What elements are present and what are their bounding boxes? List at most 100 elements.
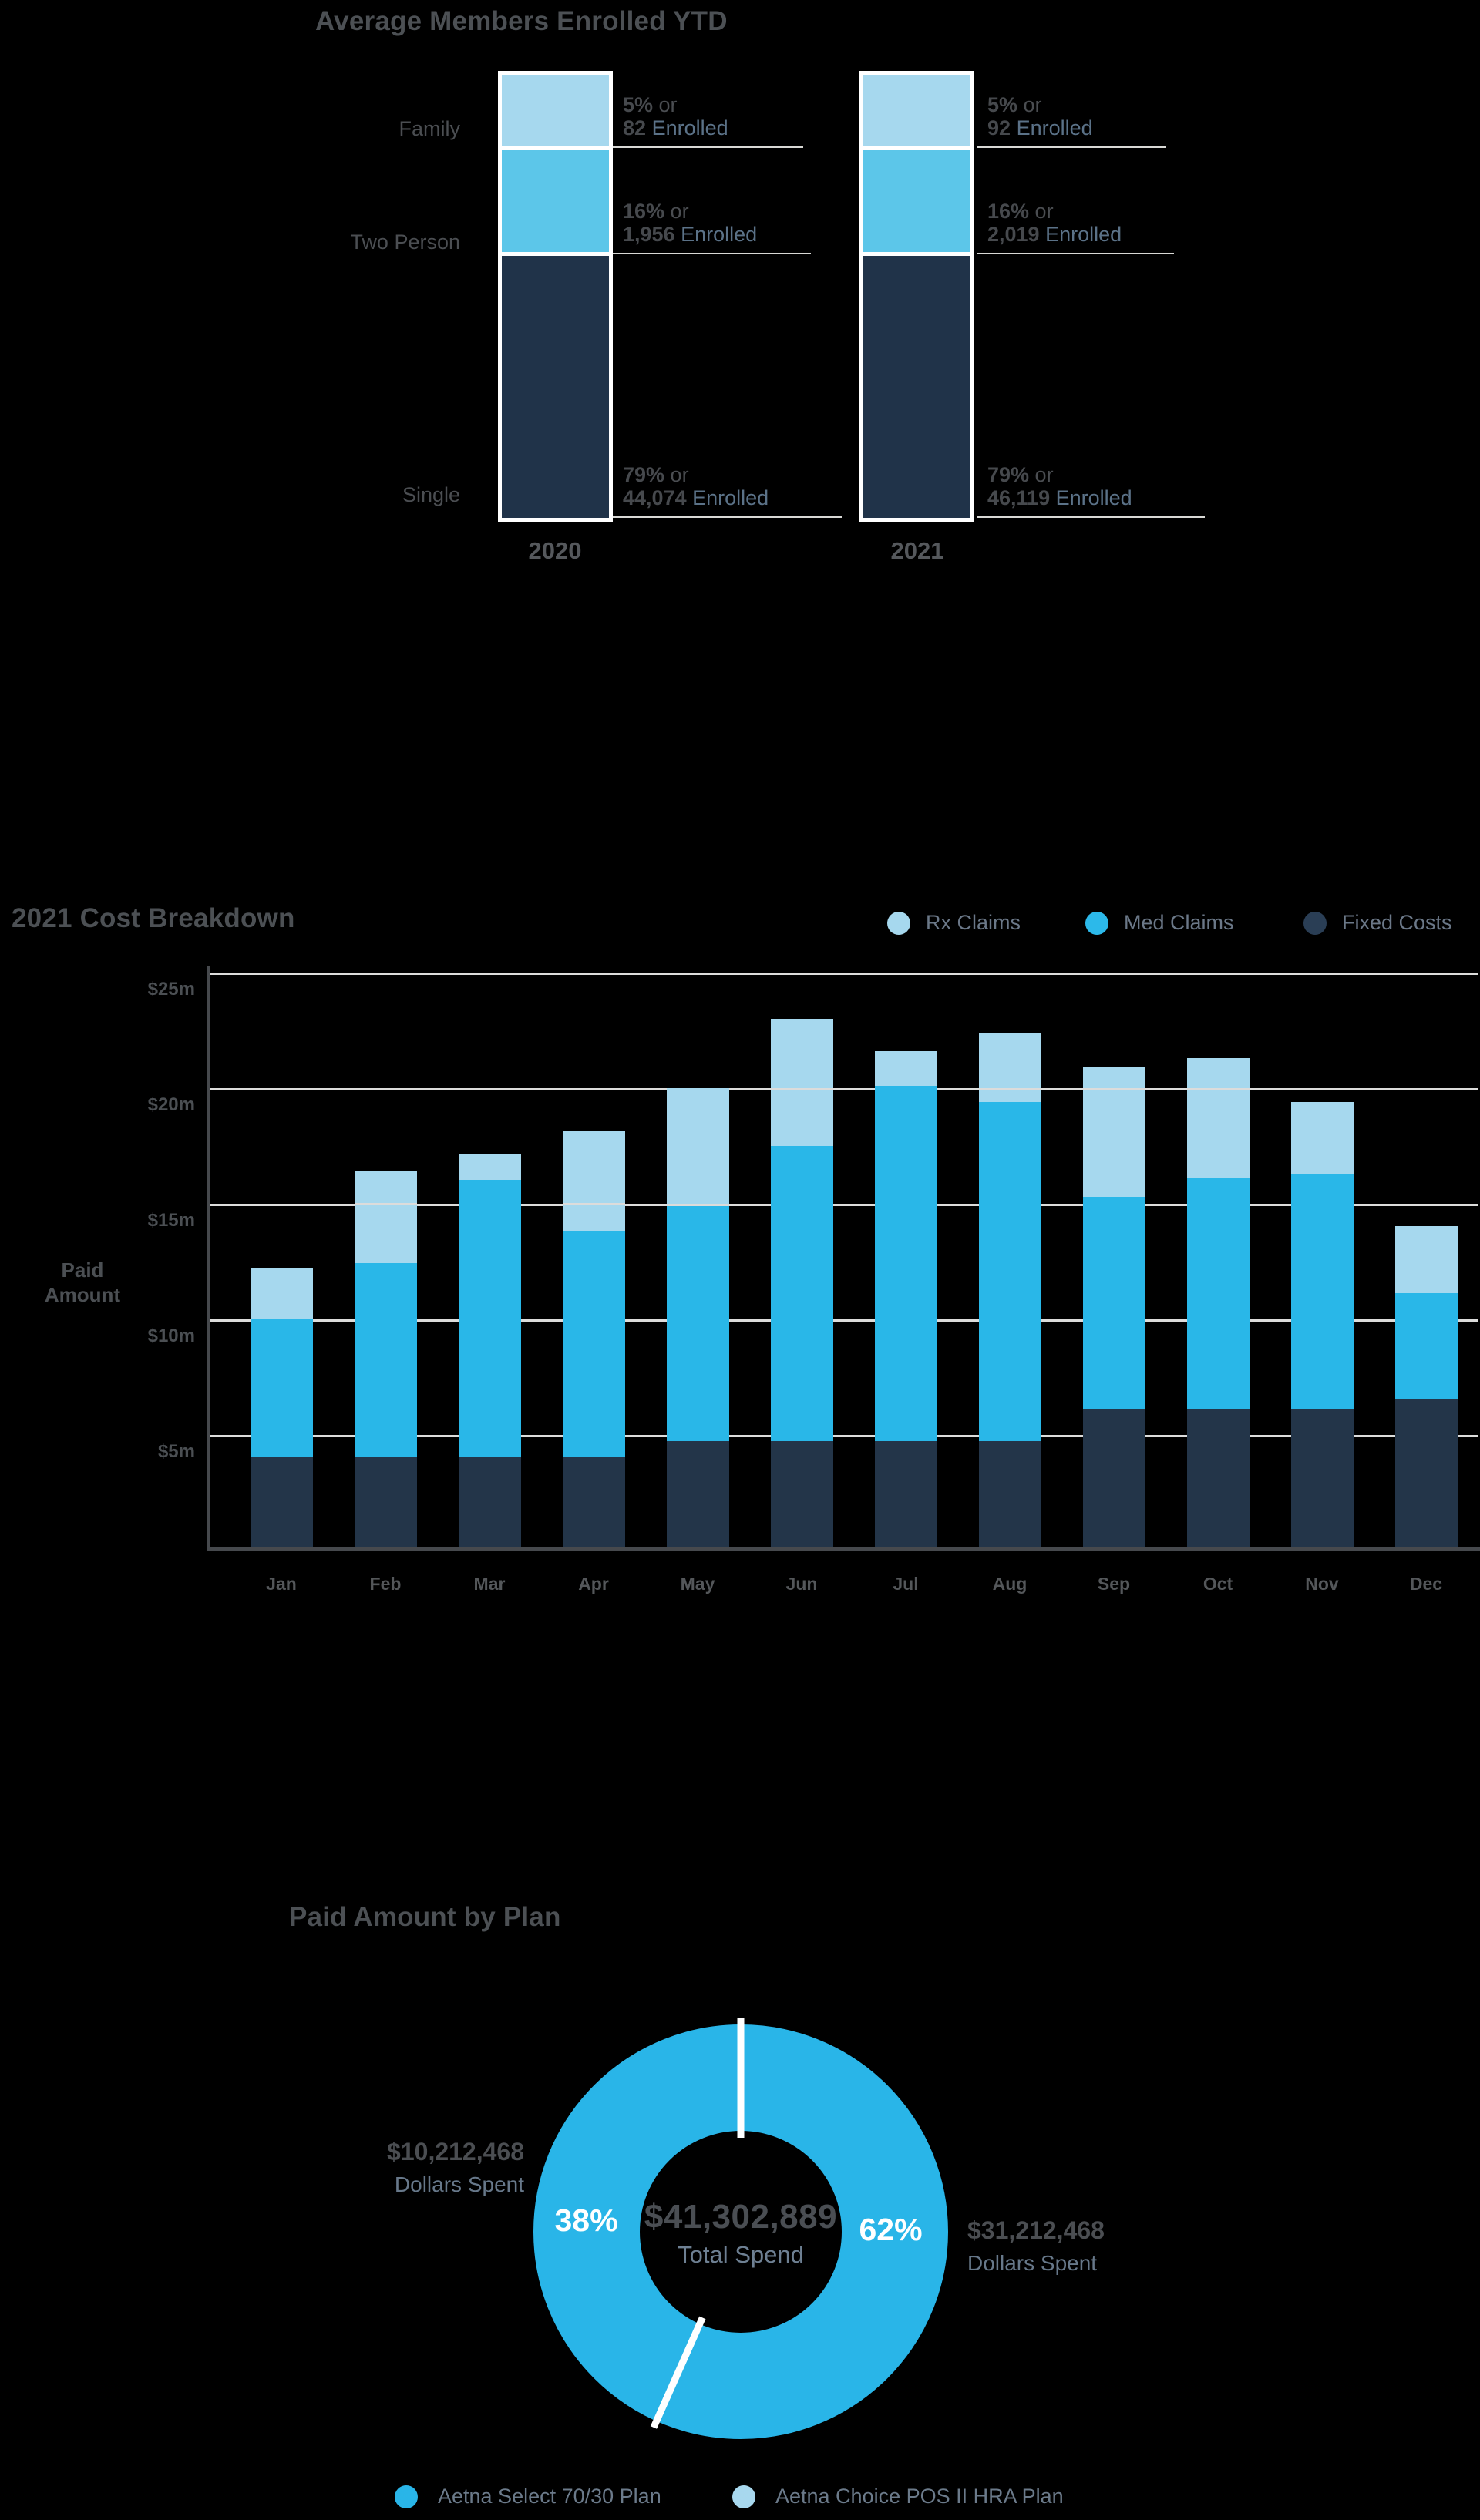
legend-label: Aetna Select 70/30 Plan <box>438 2485 661 2508</box>
y-tick-label: $25m <box>147 979 195 1000</box>
rx-claims-dot-icon <box>887 911 910 935</box>
segment-fixed-costs <box>355 1456 417 1549</box>
segment-rx-claims <box>355 1171 417 1263</box>
segment-rx-claims <box>563 1131 625 1231</box>
cost-bar-Aug <box>979 1033 1041 1550</box>
enrollment-callout-count: 82 Enrolled <box>623 116 728 139</box>
segment-med-claims <box>459 1179 521 1457</box>
enrollment-callout-rule <box>977 146 1166 148</box>
x-tick-label-Jul: Jul <box>893 1574 919 1594</box>
gridline-overlay <box>1187 1087 1250 1090</box>
enrollment-callout-rule <box>613 146 803 148</box>
x-tick-label-Nov: Nov <box>1305 1574 1339 1594</box>
enrollment-callout-pct: 16% or <box>623 200 689 223</box>
segment-med-claims <box>1395 1292 1458 1399</box>
enrollment-callout-pct: 5% or <box>987 93 1042 116</box>
segment-rx-claims <box>1187 1058 1250 1178</box>
x-tick-label-Oct: Oct <box>1202 1574 1233 1594</box>
enrollment-bar-2020 <box>498 71 613 522</box>
y-tick-label: $10m <box>147 1326 195 1346</box>
enrollment-segment-family <box>863 75 970 146</box>
segment-fixed-costs <box>459 1456 521 1549</box>
gridline-$20m <box>210 1088 1478 1090</box>
cost-bar-Dec <box>1395 1226 1458 1549</box>
cost-bar-Sep <box>1083 1067 1145 1550</box>
right-slice-callout: $31,212,468 Dollars Spent <box>967 2216 1229 2276</box>
enrollment-callout-pct: 79% or <box>623 463 689 486</box>
legend-item-fixed-costs: Fixed Costs <box>1303 911 1452 935</box>
segment-rx-claims <box>875 1051 937 1086</box>
segment-med-claims <box>251 1318 313 1457</box>
left-slice-amount: $10,212,468 <box>387 2138 524 2166</box>
segment-rx-claims <box>771 1019 833 1146</box>
cost-bar-Jun <box>771 1019 833 1550</box>
donut-gap-boundary <box>650 2316 706 2429</box>
enrollment-category-label: Two Person <box>350 230 460 254</box>
cost-bar-Apr <box>563 1131 625 1549</box>
legend-item-aetna-choice: Aetna Choice POS II HRA Plan <box>732 2485 1064 2508</box>
left-slice-caption: Dollars Spent <box>394 2172 524 2196</box>
cost-bar-Jan <box>251 1268 313 1549</box>
aetna-choice-dot-icon <box>732 2485 755 2508</box>
segment-med-claims <box>771 1145 833 1441</box>
x-tick-label-May: May <box>680 1574 715 1594</box>
cost-bar-Feb <box>355 1171 417 1549</box>
enrollment-callout-count: 46,119 Enrolled <box>987 486 1132 509</box>
segment-rx-claims <box>1395 1226 1458 1293</box>
enrollment-category-label: Family <box>399 117 461 140</box>
enrollment-year-label: 2020 <box>528 537 582 564</box>
y-tick-label: $15m <box>147 1210 195 1231</box>
segment-med-claims <box>1291 1173 1354 1409</box>
gridline-overlay <box>771 1087 833 1090</box>
y-tick-label: $5m <box>157 1441 195 1462</box>
enrollment-callout-pct: 5% or <box>623 93 678 116</box>
x-tick-label-Feb: Feb <box>369 1574 402 1594</box>
cost-bar-Oct <box>1187 1058 1250 1550</box>
legend-label: Fixed Costs <box>1342 911 1452 934</box>
x-tick-label-Sep: Sep <box>1097 1574 1131 1594</box>
gridline-overlay <box>563 1202 625 1205</box>
left-slice-callout: $10,212,468 Dollars Spent <box>293 2138 524 2197</box>
x-axis-line <box>210 1547 1480 1551</box>
fixed-costs-dot-icon <box>1303 911 1327 935</box>
enrollment-category-label: Single <box>402 483 460 506</box>
enrollment-callout-rule <box>613 253 811 254</box>
segment-fixed-costs <box>1187 1408 1250 1550</box>
segment-rx-claims <box>1291 1102 1354 1174</box>
x-tick-label-Apr: Apr <box>578 1574 609 1594</box>
enrollment-callout-count: 2,019 Enrolled <box>987 223 1122 246</box>
legend-label: Rx Claims <box>926 911 1021 934</box>
segment-med-claims <box>1083 1196 1145 1409</box>
total-spend-caption: Total Spend <box>678 2241 804 2268</box>
donut-center-label: $41,302,889 Total Spend <box>587 2198 895 2269</box>
segment-med-claims <box>563 1230 625 1457</box>
gridline-overlay <box>1083 1087 1145 1090</box>
right-slice-caption: Dollars Spent <box>967 2251 1098 2275</box>
cost-bar-Nov <box>1291 1102 1354 1550</box>
segment-med-claims <box>355 1262 417 1457</box>
donut-pct-38: 38% <box>554 2202 618 2238</box>
enrollment-callout-pct: 16% or <box>987 200 1054 223</box>
enrollment-callout-pct: 79% or <box>987 463 1054 486</box>
enrollment-year-label: 2021 <box>890 537 944 564</box>
segment-fixed-costs <box>979 1440 1041 1550</box>
med-claims-dot-icon <box>1085 911 1108 935</box>
segment-med-claims <box>667 1205 729 1441</box>
enrollment-segment-single <box>863 256 970 518</box>
x-tick-label-Dec: Dec <box>1409 1574 1443 1594</box>
enrollment-callout-rule <box>977 253 1174 254</box>
segment-fixed-costs <box>1395 1399 1458 1549</box>
x-tick-label-Jun: Jun <box>785 1574 818 1594</box>
donut-chart-title: Paid Amount by Plan <box>289 1902 561 1932</box>
legend-label: Aetna Choice POS II HRA Plan <box>775 2485 1064 2508</box>
enrollment-callout-count: 92 Enrolled <box>987 116 1093 139</box>
segment-med-claims <box>875 1085 937 1441</box>
enrollment-segment-single <box>502 256 609 518</box>
gridline-$15m <box>210 1204 1478 1206</box>
gridline-$10m <box>210 1319 1478 1322</box>
x-tick-label-Aug: Aug <box>992 1574 1028 1594</box>
segment-fixed-costs <box>563 1456 625 1549</box>
